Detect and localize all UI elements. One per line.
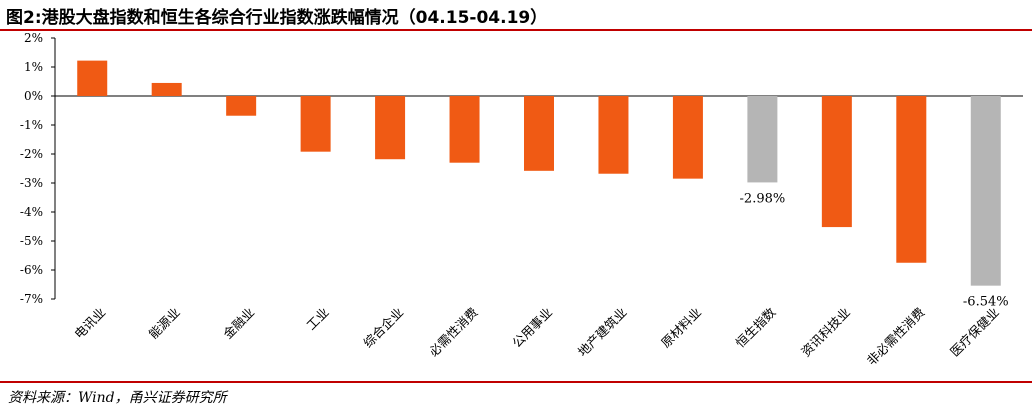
category-label: 金融业 xyxy=(220,305,257,342)
y-tick-label: 1% xyxy=(24,60,43,74)
bar-8 xyxy=(598,96,629,174)
bar-9 xyxy=(672,96,703,179)
bar-10 xyxy=(747,96,778,183)
y-tick-label: -4% xyxy=(20,205,43,219)
y-tick-label: 2% xyxy=(24,31,43,45)
category-label: 工业 xyxy=(303,305,331,333)
data-label: -6.54% xyxy=(963,295,1009,310)
bar-11 xyxy=(821,96,852,228)
category-label: 资讯科技业 xyxy=(798,305,853,360)
top-rule xyxy=(0,29,1032,31)
data-label: -2.98% xyxy=(740,191,786,206)
category-label: 能源业 xyxy=(146,305,183,342)
category-label: 地产建筑业 xyxy=(575,305,630,360)
bar-3 xyxy=(226,96,257,116)
category-label: 综合企业 xyxy=(360,305,406,351)
bar-2 xyxy=(151,82,182,96)
bar-1 xyxy=(77,60,108,96)
y-tick-label: -6% xyxy=(20,263,43,277)
bar-4 xyxy=(300,96,331,152)
y-tick-label: -1% xyxy=(20,118,43,132)
bar-12 xyxy=(896,96,927,263)
source-note: 资料来源：Wind，甬兴证券研究所 xyxy=(8,390,227,406)
category-label: 非必需性消费 xyxy=(864,305,928,369)
y-tick-label: -5% xyxy=(20,234,43,248)
data-labels: -2.98% -6.54% xyxy=(740,191,1009,309)
y-axis: 2% 1% 0% -1% -2% -3% -4% -5% -6% -7% xyxy=(20,31,1023,306)
y-tick-label: -2% xyxy=(20,147,43,161)
category-label: 原材料业 xyxy=(658,305,704,351)
category-label: 医疗保健业 xyxy=(947,305,1002,360)
category-label: 必需性消费 xyxy=(426,305,481,360)
y-tick-label: 0% xyxy=(24,89,43,103)
bar-13 xyxy=(970,96,1001,286)
page-title: 图2:港股大盘指数和恒生各综合行业指数涨跌幅情况（04.15-04.19） xyxy=(6,8,548,28)
y-tick-label: -3% xyxy=(20,176,43,190)
category-label: 电讯业 xyxy=(71,305,108,342)
bar-5 xyxy=(375,96,406,160)
category-label: 公用事业 xyxy=(509,305,555,351)
bar-6 xyxy=(449,96,480,163)
category-label: 恒生指数 xyxy=(733,304,779,350)
bar-chart: 2% 1% 0% -1% -2% -3% -4% -5% -6% -7% 电讯业 能源业 金融业 工业 综… xyxy=(20,31,1023,368)
bar-7 xyxy=(524,96,554,171)
bottom-rule xyxy=(0,381,1032,383)
y-tick-label: -7% xyxy=(20,292,43,306)
bars xyxy=(77,60,1001,286)
x-axis-labels: 电讯业 能源业 金融业 工业 综合企业 必需性消费 公用事业 地产建筑业 原材料业 恒生指数 资讯科… xyxy=(71,304,1002,368)
